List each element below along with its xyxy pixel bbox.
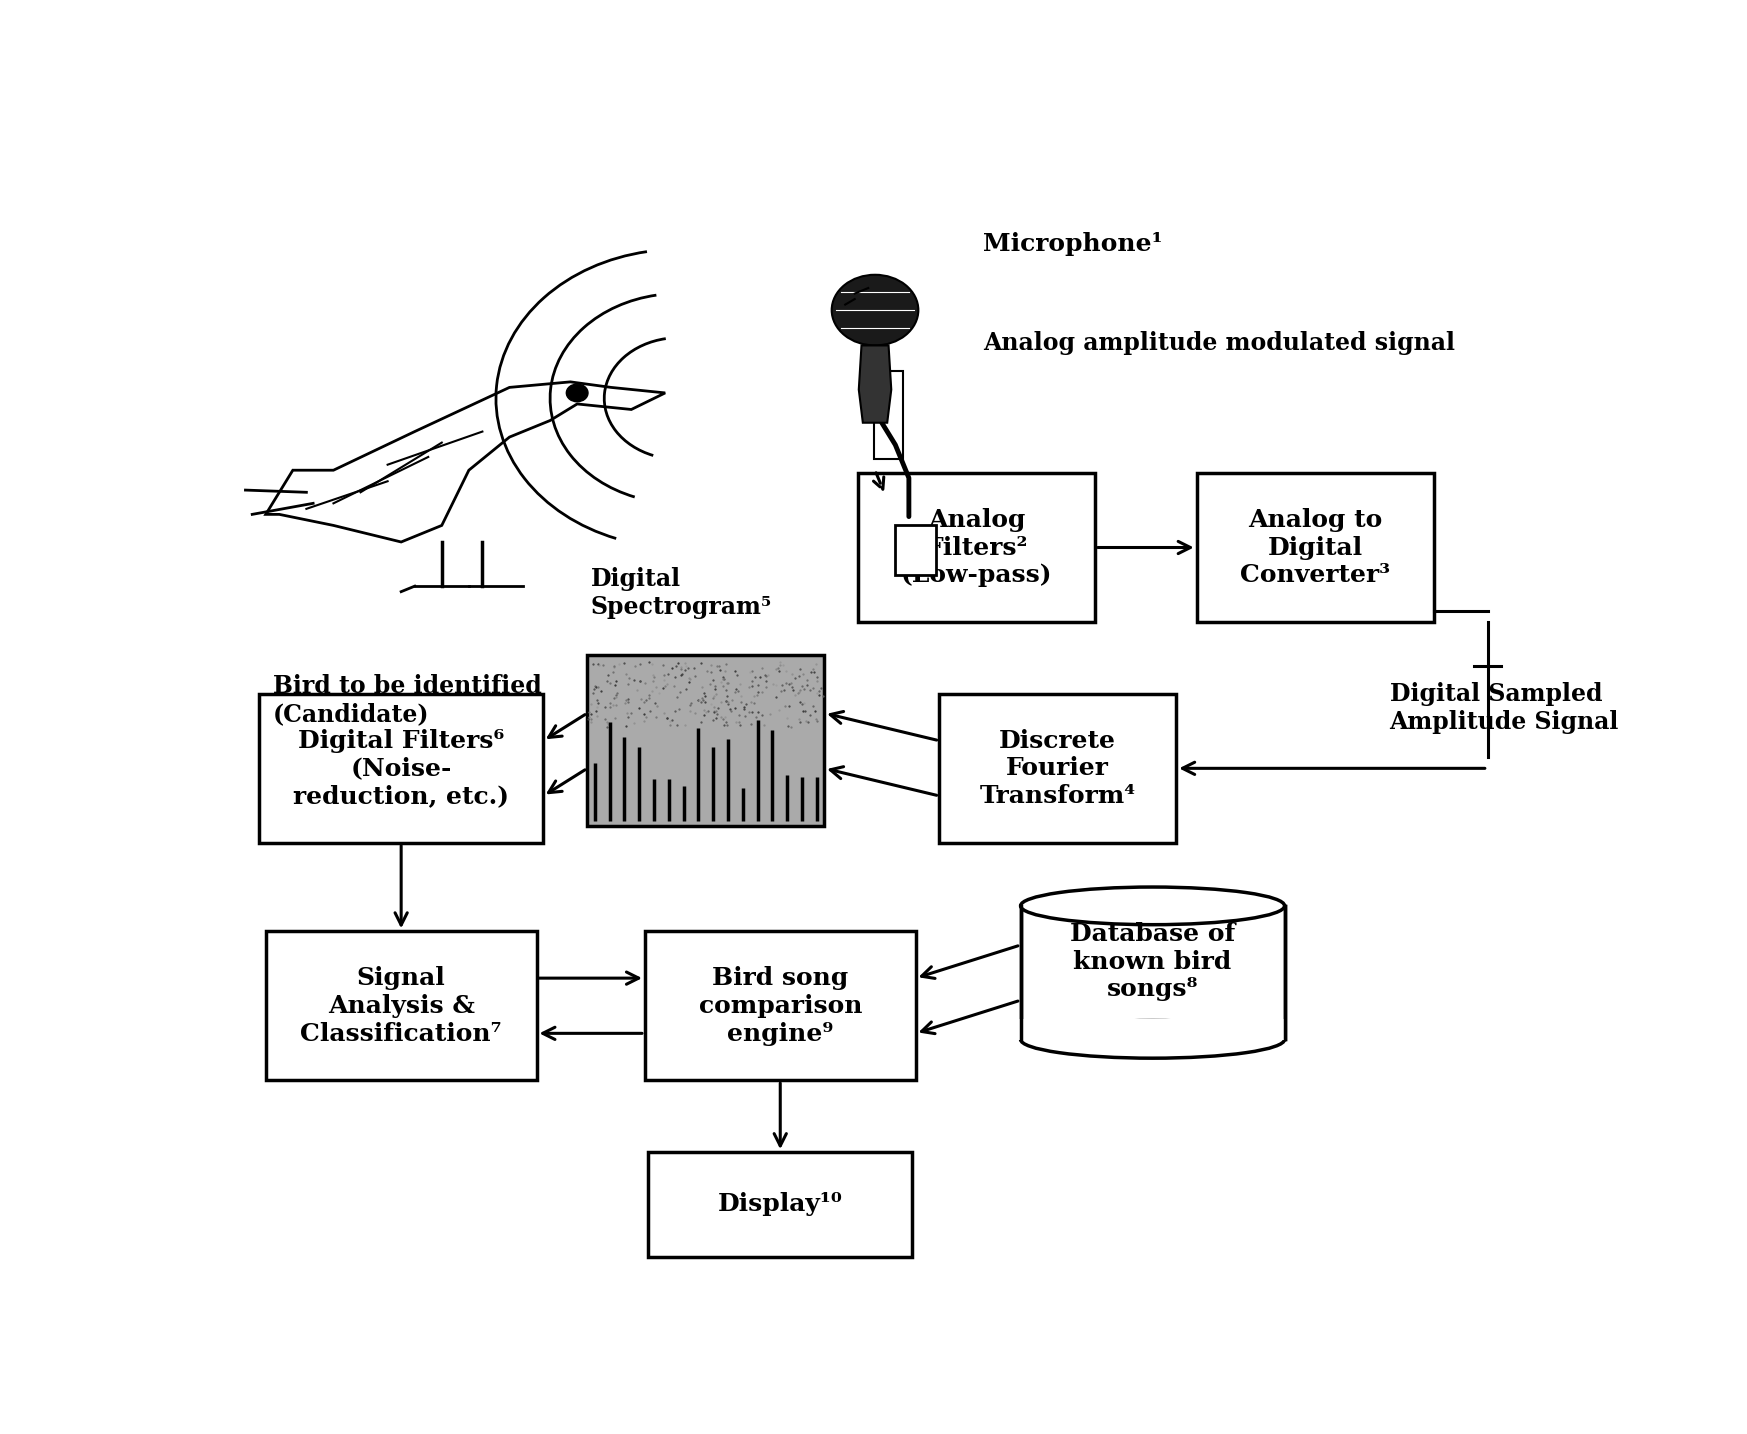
Ellipse shape	[1020, 888, 1284, 925]
FancyBboxPatch shape	[1020, 905, 1284, 1041]
Text: Analog
Filters²
(Low-pass): Analog Filters² (Low-pass)	[901, 508, 1052, 588]
Text: Display¹⁰: Display¹⁰	[718, 1193, 842, 1216]
FancyBboxPatch shape	[648, 1152, 912, 1258]
FancyBboxPatch shape	[266, 931, 536, 1080]
Circle shape	[566, 384, 589, 402]
FancyBboxPatch shape	[894, 525, 936, 575]
Text: Digital
Spectrogram⁵: Digital Spectrogram⁵	[590, 568, 772, 619]
Text: Digital Sampled
Amplitude Signal: Digital Sampled Amplitude Signal	[1389, 681, 1619, 734]
Circle shape	[832, 275, 919, 346]
FancyBboxPatch shape	[874, 371, 903, 459]
FancyBboxPatch shape	[645, 931, 915, 1080]
Text: Signal
Analysis &
Classification⁷: Signal Analysis & Classification⁷	[300, 967, 501, 1045]
Ellipse shape	[1020, 1021, 1284, 1058]
Text: Analog amplitude modulated signal: Analog amplitude modulated signal	[984, 331, 1455, 356]
Text: Bird song
comparison
engine⁹: Bird song comparison engine⁹	[699, 967, 861, 1045]
Text: Discrete
Fourier
Transform⁴: Discrete Fourier Transform⁴	[980, 728, 1136, 809]
FancyBboxPatch shape	[1019, 1020, 1288, 1041]
Text: Digital Filters⁶
(Noise-
reduction, etc.): Digital Filters⁶ (Noise- reduction, etc.…	[293, 728, 508, 809]
FancyBboxPatch shape	[940, 694, 1176, 843]
PathPatch shape	[266, 381, 666, 542]
Text: Database of
known bird
songs⁸: Database of known bird songs⁸	[1069, 922, 1235, 1001]
FancyBboxPatch shape	[1197, 473, 1434, 622]
FancyBboxPatch shape	[587, 655, 825, 826]
PathPatch shape	[860, 346, 891, 423]
Text: Bird to be identified
(Candidate): Bird to be identified (Candidate)	[273, 674, 542, 726]
Text: Microphone¹: Microphone¹	[984, 232, 1164, 255]
Text: Analog to
Digital
Converter³: Analog to Digital Converter³	[1240, 508, 1391, 588]
FancyBboxPatch shape	[858, 473, 1095, 622]
FancyBboxPatch shape	[259, 694, 543, 843]
